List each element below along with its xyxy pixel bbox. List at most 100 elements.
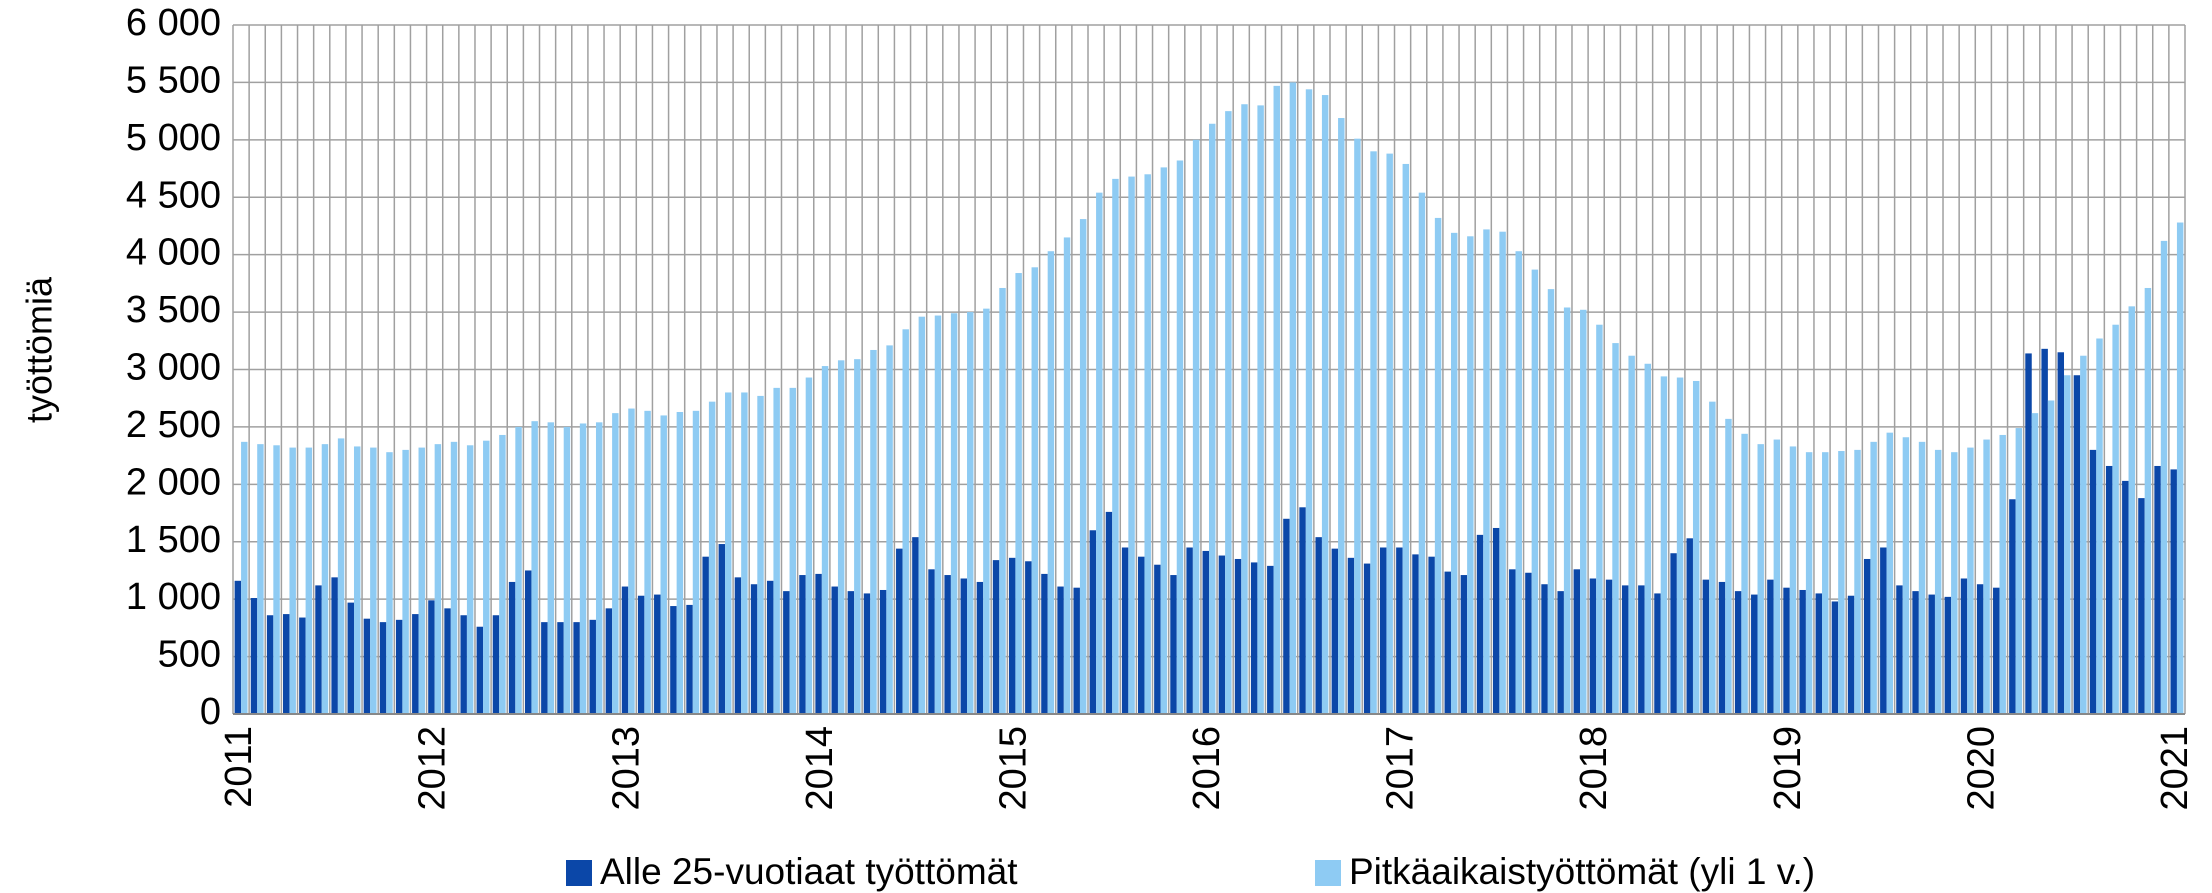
bar: [386, 452, 393, 714]
bar: [605, 608, 613, 714]
bar: [1154, 564, 1161, 714]
bar: [1428, 556, 1435, 714]
bar: [692, 410, 700, 714]
bar: [531, 421, 538, 714]
bar: [1789, 446, 1797, 714]
bar: [815, 573, 822, 714]
bar: [395, 619, 403, 714]
bar: [1386, 153, 1393, 714]
bar: [1912, 591, 1919, 714]
x-tick-label: 2013: [605, 726, 647, 811]
bar: [541, 622, 548, 714]
bar: [402, 449, 409, 714]
bar: [1347, 557, 1355, 714]
bar: [1089, 530, 1097, 714]
bar: [2041, 348, 2048, 714]
bar: [1186, 547, 1193, 714]
bar: [524, 570, 532, 714]
bar: [595, 422, 603, 714]
bar: [2112, 324, 2119, 714]
bar: [1983, 439, 1990, 714]
bar: [1676, 377, 1684, 714]
y-tick-label: 6 000: [126, 2, 221, 44]
bar: [1057, 586, 1064, 714]
bar: [863, 593, 871, 714]
y-tick-label: 1 000: [126, 576, 221, 618]
bar: [2096, 338, 2103, 714]
bar: [886, 345, 893, 714]
bar: [1063, 237, 1071, 715]
bar: [476, 626, 484, 714]
legend-swatch: [1315, 860, 1341, 886]
bar: [1128, 176, 1135, 714]
bar: [450, 441, 458, 714]
bar: [1321, 95, 1329, 714]
bar: [1767, 579, 1774, 714]
bar: [1660, 376, 1668, 714]
bar: [460, 615, 467, 714]
bar: [1822, 452, 1829, 714]
bar: [1783, 587, 1790, 714]
bar: [676, 411, 684, 714]
bar: [870, 349, 877, 714]
bar: [1573, 569, 1581, 714]
bar: [331, 577, 338, 714]
bar: [499, 434, 506, 714]
bar: [1289, 82, 1297, 714]
bar: [967, 312, 974, 714]
bar: [483, 440, 490, 714]
x-tick-label: 2015: [992, 726, 1034, 811]
bar: [563, 426, 571, 714]
bar: [1951, 452, 1958, 714]
bar: [353, 446, 361, 714]
bar: [1880, 547, 1887, 714]
bar: [1805, 452, 1813, 714]
bar: [1854, 449, 1861, 714]
bar: [266, 615, 274, 714]
bar: [1934, 449, 1942, 714]
bar: [789, 387, 797, 714]
bar: [547, 422, 555, 714]
bar: [644, 410, 651, 714]
bar: [734, 577, 742, 714]
bar: [1847, 595, 1855, 714]
y-tick-label: 5 000: [126, 117, 221, 159]
bar: [273, 445, 280, 714]
bar: [1831, 601, 1839, 714]
bar: [250, 598, 258, 714]
bar: [1580, 309, 1587, 714]
bar: [847, 591, 855, 714]
x-tick-label: 2020: [1960, 726, 2002, 811]
bar: [241, 441, 248, 714]
y-tick-label: 4 500: [126, 174, 221, 216]
bar: [831, 586, 838, 714]
bar: [1702, 579, 1710, 714]
bar: [1444, 571, 1451, 714]
bar: [1008, 557, 1016, 714]
bar: [1412, 554, 1419, 714]
bar: [612, 413, 619, 714]
bar: [1509, 569, 1516, 714]
bar: [1450, 232, 1458, 714]
bar: [579, 423, 587, 714]
bar: [928, 569, 935, 714]
bar: [1170, 575, 1177, 714]
bar: [1757, 444, 1764, 714]
bar: [1525, 572, 1532, 714]
bar: [950, 313, 958, 714]
bar: [2128, 306, 2135, 714]
y-tick-label: 3 500: [126, 289, 221, 331]
bar: [2025, 353, 2032, 714]
bar: [1460, 575, 1468, 714]
bar: [912, 537, 919, 714]
bar: [1176, 160, 1184, 715]
bar: [1918, 441, 1926, 714]
bar: [1370, 151, 1377, 715]
bar: [1902, 437, 1910, 714]
bar: [2047, 400, 2055, 714]
bar: [1967, 447, 1974, 714]
y-tick-label: 500: [158, 634, 221, 676]
bar: [1025, 561, 1032, 714]
legend-label: Alle 25-vuotiaat työttömät: [600, 851, 1018, 892]
bar: [1299, 507, 1306, 714]
